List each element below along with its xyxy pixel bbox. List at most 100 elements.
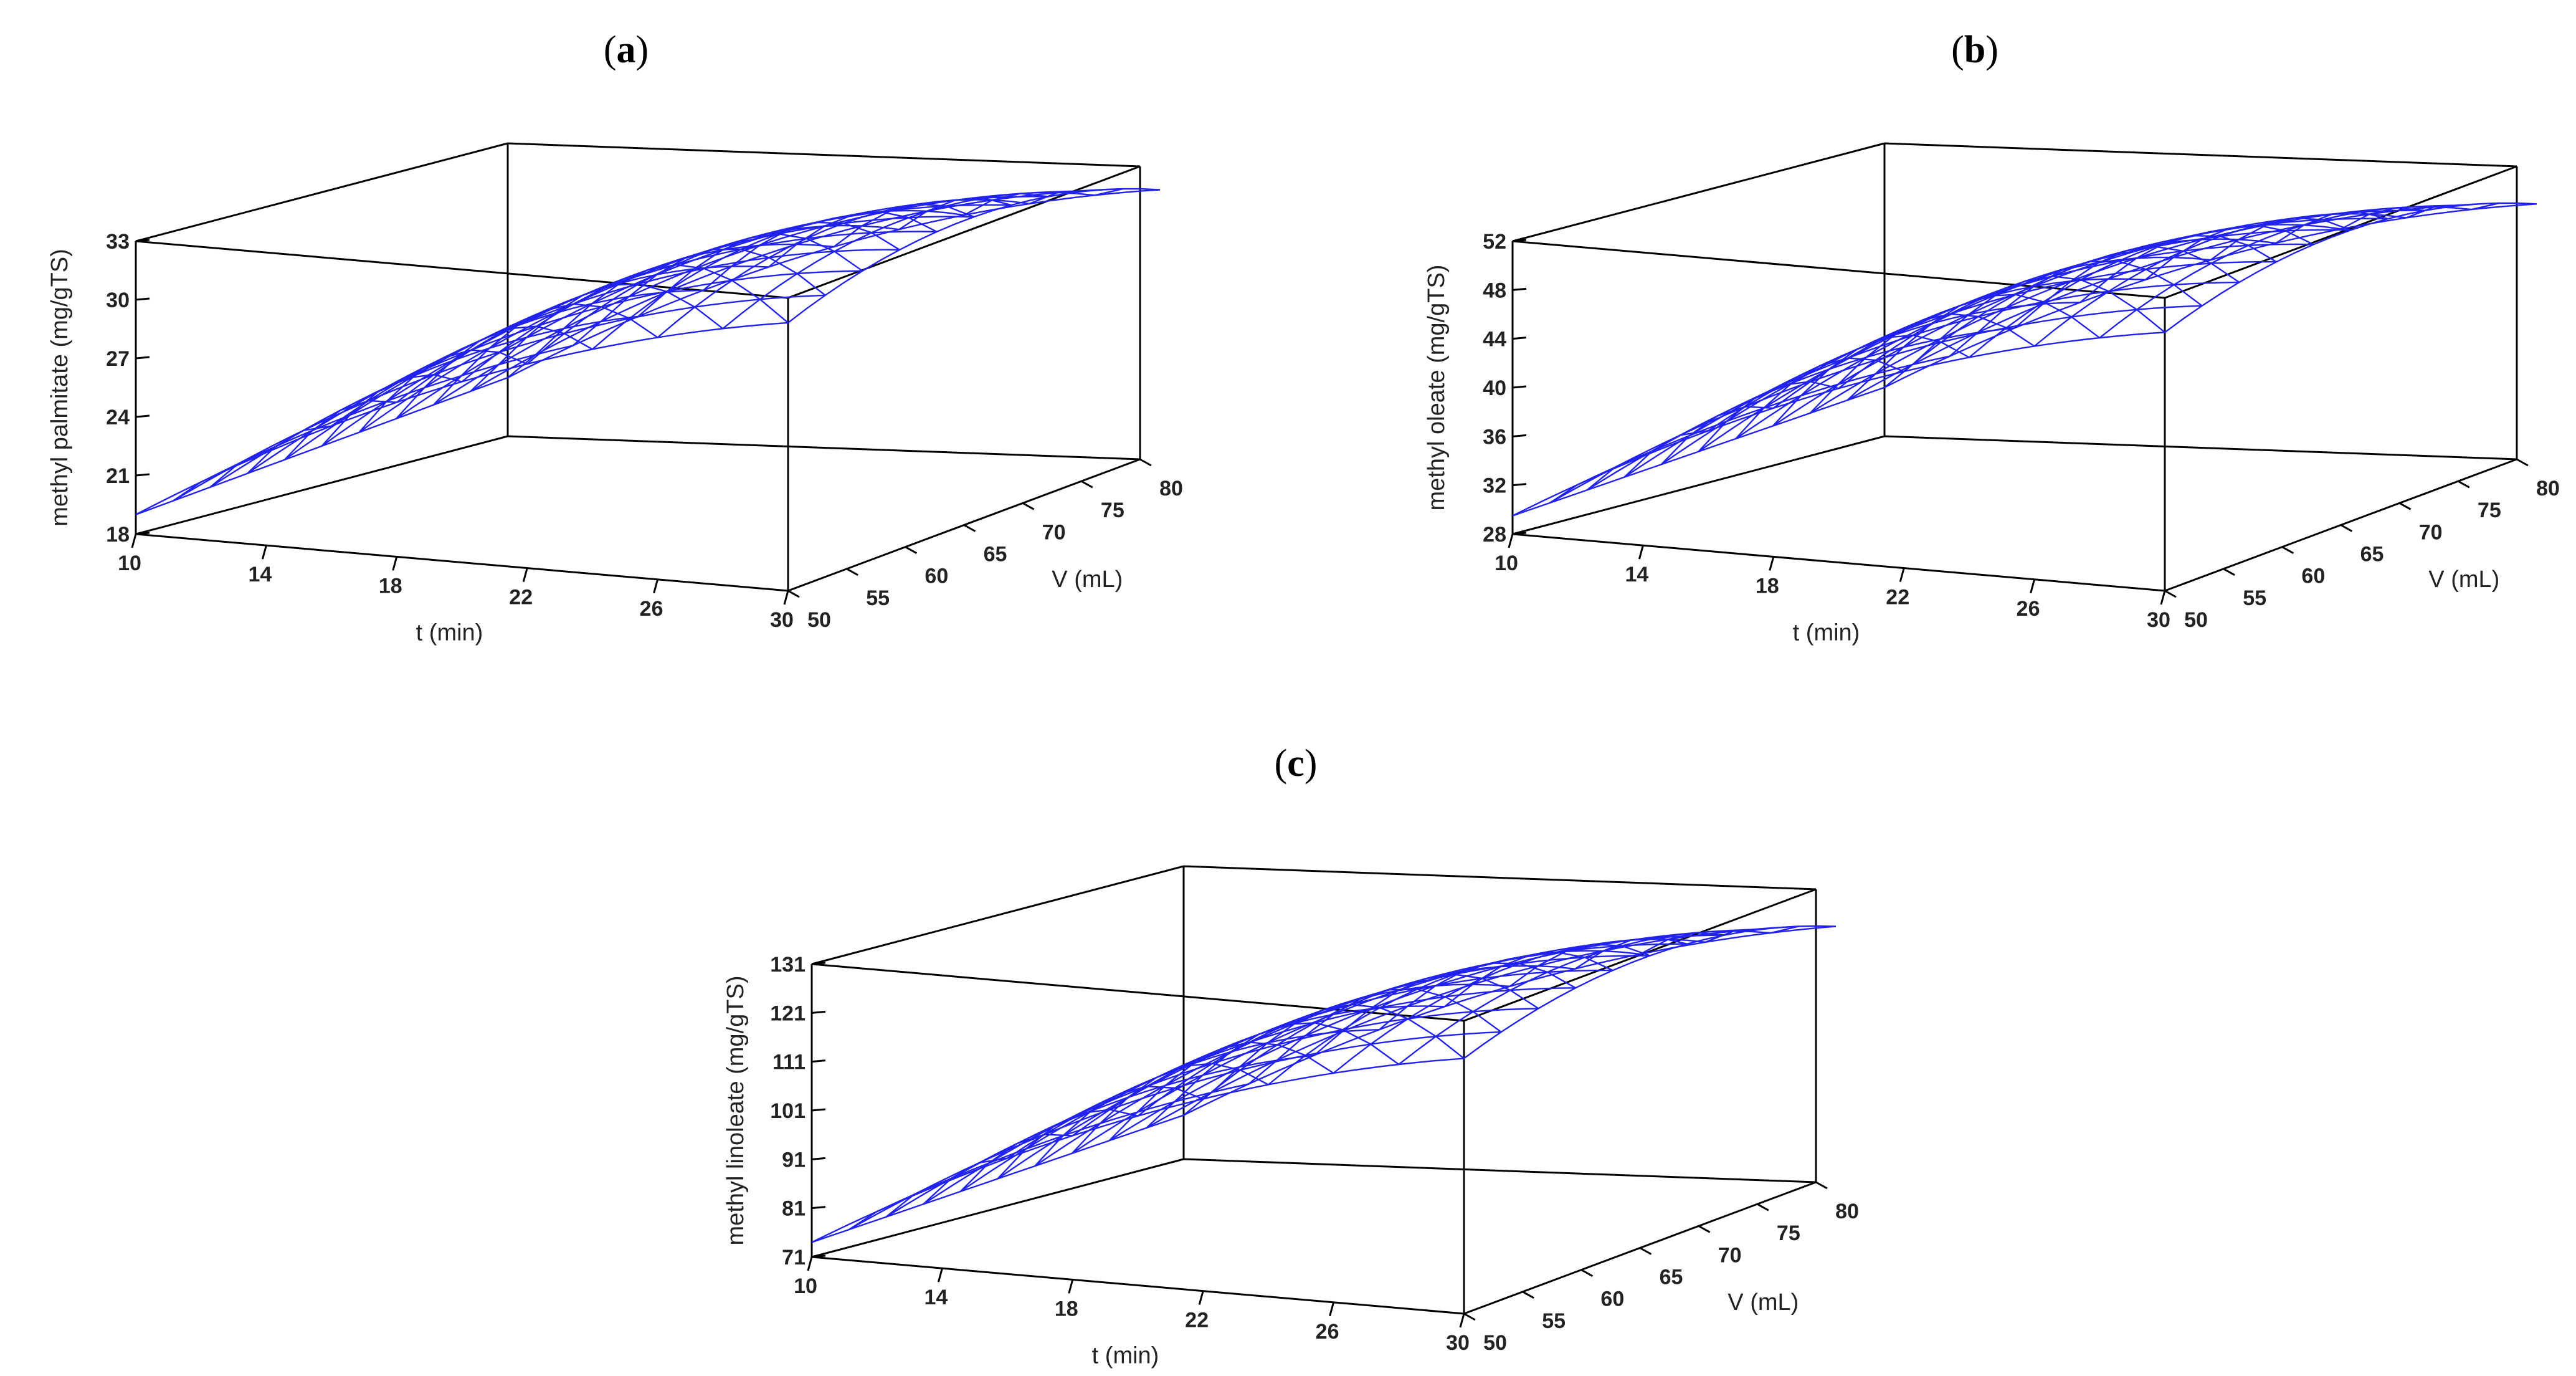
mesh-line-v <box>396 196 1048 419</box>
z-tick-mark <box>1512 434 1527 437</box>
mesh-diagonal <box>1110 1109 1138 1117</box>
y-axis-title: V (mL) <box>1728 1289 1799 1316</box>
z-tick-mark <box>1512 239 1527 242</box>
mesh-diagonal <box>563 303 592 330</box>
mesh-diagonal <box>1549 484 1579 504</box>
mesh-diagonal <box>2406 206 2435 219</box>
z-tick-label: 28 <box>1483 523 1506 547</box>
mesh-diagonal <box>1705 930 1734 943</box>
mesh-diagonal <box>526 312 556 338</box>
mesh-diagonal <box>1379 1005 1408 1031</box>
mesh-diagonal <box>685 249 714 259</box>
mesh-diagonal <box>1417 988 1446 998</box>
y-tick-mark <box>2164 590 2177 598</box>
mesh-diagonal <box>629 318 658 338</box>
z-tick-mark <box>1512 532 1527 535</box>
x-axis-title: t (min) <box>416 620 483 646</box>
y-tick-mark <box>1757 1203 1769 1211</box>
box-edge-left-top <box>135 142 508 242</box>
mesh-diagonal <box>946 205 974 218</box>
panel-label-letter: a <box>617 29 636 71</box>
mesh-diagonal <box>507 354 536 378</box>
x-tick-mark <box>131 533 137 548</box>
mesh-diagonal <box>1044 1134 1073 1137</box>
z-tick-label: 18 <box>106 523 130 547</box>
mesh-diagonal <box>545 303 574 312</box>
z-tick-mark <box>811 1108 826 1112</box>
box-edge-left-bottom <box>135 435 508 535</box>
mesh-diagonal <box>1379 1006 1409 1020</box>
mesh-diagonal <box>1095 188 1123 196</box>
mesh-diagonal <box>434 374 462 383</box>
mesh-diagonal <box>2089 260 2118 262</box>
mesh-line-v <box>1183 925 1837 1116</box>
mesh-diagonal <box>247 446 276 474</box>
mesh-diagonal <box>1594 944 1622 947</box>
y-tick-mark <box>1022 502 1035 510</box>
mesh-diagonal <box>1770 925 1799 934</box>
mesh-diagonal <box>2145 257 2174 280</box>
mesh-diagonal <box>1950 313 1979 318</box>
mesh-diagonal <box>321 414 351 447</box>
mesh-line-v <box>358 204 1012 433</box>
mesh-diagonal <box>918 203 946 207</box>
mesh-diagonal <box>1968 294 1997 315</box>
mesh-diagonal <box>2033 269 2063 287</box>
y-tick-mark <box>1463 1312 1476 1321</box>
mesh-diagonal <box>601 306 630 320</box>
mesh-diagonal <box>1875 359 1904 373</box>
mesh-diagonal <box>1566 944 1594 952</box>
x-tick-mark <box>1068 1279 1074 1294</box>
z-tick-label: 131 <box>770 953 806 977</box>
mesh-diagonal <box>2359 211 2388 220</box>
x-tick-mark <box>1638 545 1644 560</box>
mesh-diagonal <box>1397 978 1427 991</box>
z-tick-label: 32 <box>1483 474 1506 498</box>
mesh-diagonal <box>880 211 910 219</box>
x-tick-mark <box>2160 590 2166 605</box>
mesh-diagonal <box>1846 373 1876 401</box>
x-tick-mark <box>783 590 789 605</box>
x-tick-label: 30 <box>1446 1331 1470 1355</box>
mesh-diagonal <box>1184 1063 1213 1067</box>
mesh-diagonal <box>1221 1041 1250 1050</box>
box-frame <box>810 865 1817 1315</box>
mesh-line-t <box>722 191 1095 330</box>
x-tick-mark <box>2030 579 2036 594</box>
box-edge-back-top <box>1183 865 1817 891</box>
mesh-line-v <box>247 249 900 474</box>
mesh-diagonal <box>1463 962 1492 972</box>
mesh-diagonal <box>1903 323 1932 348</box>
mesh-diagonal <box>1810 381 1839 389</box>
mesh-diagonal <box>2182 250 2212 264</box>
x-tick-label: 14 <box>1625 563 1648 586</box>
mesh-diagonal <box>2229 224 2258 229</box>
mesh-diagonal <box>470 364 500 392</box>
mesh-diagonal <box>1735 407 1765 439</box>
mesh-line-v <box>1623 260 2277 478</box>
mesh-diagonal <box>1819 357 1848 367</box>
y-axis-title: V (mL) <box>1052 566 1123 593</box>
z-tick-label: 91 <box>782 1148 806 1172</box>
mesh-diagonal <box>731 280 761 300</box>
panel-b: (b) 10 14 18 22 26 30 t (min) 50 55 60 65 70 75 80 V (m… <box>1423 29 2560 646</box>
mesh-diagonal <box>582 284 611 296</box>
mesh-diagonal <box>1118 1086 1148 1095</box>
mesh-diagonal <box>2266 217 2295 226</box>
mesh-diagonal <box>312 409 341 431</box>
mesh-diagonal <box>1454 973 1483 980</box>
mesh-diagonal <box>1696 932 1725 936</box>
box-edge-back-bottom <box>1884 435 2517 461</box>
mesh-diagonal <box>750 233 779 239</box>
z-tick-label: 33 <box>106 230 130 254</box>
mesh-line-v <box>1772 209 2425 427</box>
mesh-diagonal <box>1183 1091 1212 1116</box>
mesh-diagonal <box>1949 332 1979 357</box>
surface-mesh <box>135 188 1161 515</box>
y-tick-label: 65 <box>2360 543 2384 566</box>
box-edge-left-top <box>1512 142 1885 242</box>
mesh-diagonal <box>1547 971 1576 989</box>
mesh-diagonal <box>1717 406 1746 417</box>
x-tick-label: 10 <box>1495 552 1518 575</box>
x-axis-title: t (min) <box>1793 620 1860 646</box>
